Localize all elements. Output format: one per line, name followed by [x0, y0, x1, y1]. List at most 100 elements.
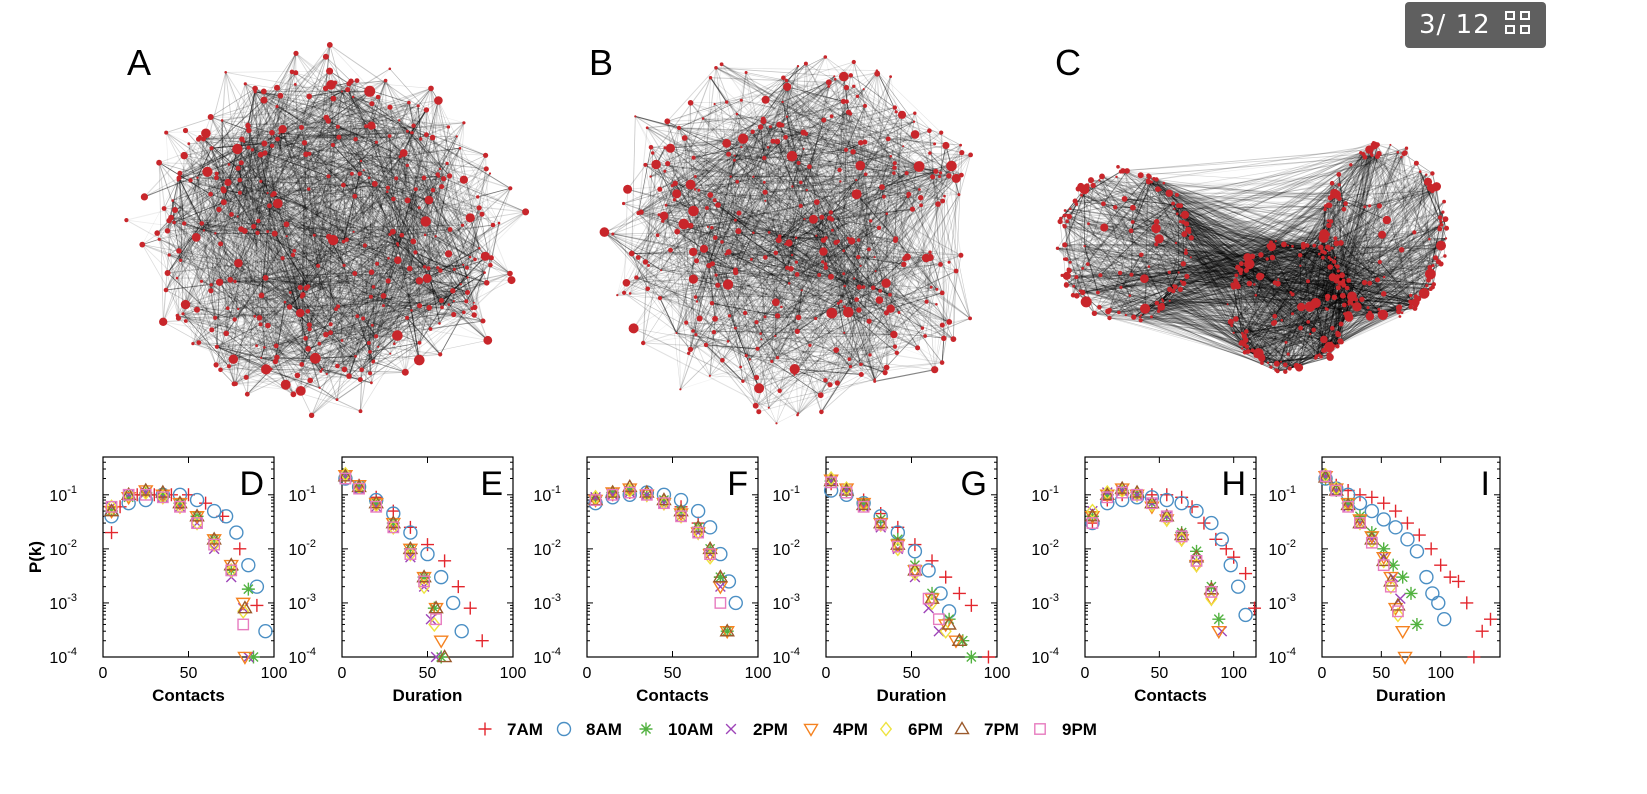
network-edge	[307, 285, 468, 293]
network-edge	[230, 177, 370, 281]
network-node	[919, 203, 923, 208]
network-edge	[174, 209, 398, 336]
network-node	[843, 331, 846, 334]
network-edge	[413, 125, 439, 268]
network-node	[214, 344, 219, 349]
network-edge	[207, 145, 273, 173]
network-edge	[307, 109, 427, 287]
network-edge	[372, 268, 410, 326]
network-node	[352, 230, 355, 233]
network-node	[290, 252, 296, 258]
network-node	[405, 315, 410, 320]
network-node	[464, 265, 469, 270]
network-node	[918, 188, 921, 191]
network-edge	[408, 102, 434, 191]
network-node	[377, 345, 380, 348]
network-edge	[157, 232, 307, 289]
network-node	[164, 130, 169, 135]
network-node	[464, 299, 469, 304]
network-node	[687, 100, 694, 106]
network-node	[923, 334, 927, 338]
network-edge	[292, 117, 327, 256]
network-node	[709, 301, 715, 306]
network-edge	[368, 342, 371, 374]
network-node	[164, 228, 171, 234]
network-edge	[216, 335, 398, 348]
network-node	[191, 233, 201, 242]
network-edge	[267, 129, 283, 232]
network-node	[714, 204, 717, 207]
network-node	[695, 300, 699, 303]
network-node	[943, 194, 946, 198]
network-node	[260, 88, 267, 95]
network-node	[372, 125, 376, 129]
network-node	[915, 345, 921, 351]
network-node	[647, 264, 650, 267]
network-edge	[383, 137, 434, 297]
network-edge	[211, 148, 309, 312]
network-edge	[492, 188, 511, 226]
network-node	[224, 178, 232, 186]
network-node	[599, 227, 610, 237]
network-node	[848, 73, 853, 78]
network-node	[713, 235, 718, 240]
network-edge	[269, 205, 454, 302]
network-node	[939, 130, 944, 135]
network-node	[417, 206, 421, 210]
network-edge	[401, 224, 494, 236]
network-node	[465, 290, 470, 295]
network-node	[892, 161, 897, 166]
network-node	[874, 270, 877, 273]
network-edge	[398, 120, 441, 170]
network-node	[826, 307, 838, 319]
network-edge	[254, 91, 348, 241]
network-edge	[177, 175, 329, 316]
network-edge	[185, 72, 297, 305]
network-node	[367, 176, 371, 180]
network-node	[139, 241, 146, 248]
network-edge	[337, 126, 343, 341]
network-node	[706, 225, 710, 228]
network-node	[285, 235, 288, 238]
network-node	[767, 231, 771, 234]
network-node	[455, 135, 458, 138]
network-node	[649, 175, 652, 178]
network-node	[335, 398, 339, 401]
network-node	[451, 311, 457, 318]
network-node	[359, 367, 365, 373]
network-edge	[326, 308, 473, 375]
network-node	[256, 315, 263, 321]
network-edge	[383, 100, 439, 296]
network-edges	[126, 44, 526, 416]
network-node	[817, 273, 822, 277]
network-node	[715, 282, 721, 288]
network-node	[739, 365, 742, 369]
network-node	[798, 203, 803, 208]
network-node	[711, 330, 717, 335]
network-node	[848, 112, 853, 116]
network-node	[306, 322, 312, 328]
network-node	[172, 220, 176, 225]
network-edge	[348, 356, 357, 377]
network-node	[243, 82, 247, 86]
network-node	[362, 169, 365, 172]
network-node	[830, 228, 834, 232]
network-edge	[368, 177, 384, 306]
network-node	[385, 278, 391, 284]
network-node	[876, 225, 882, 230]
network-edge	[313, 80, 358, 236]
network-edge	[216, 177, 268, 194]
network-node	[385, 185, 390, 190]
network-node	[416, 104, 420, 108]
network-node	[307, 377, 314, 384]
network-node	[275, 136, 280, 142]
network-node	[793, 373, 796, 376]
network-node	[326, 42, 333, 48]
network-node	[691, 329, 695, 333]
network-node	[687, 346, 694, 352]
network-node	[328, 234, 339, 246]
network-edge	[481, 155, 486, 215]
network-node	[713, 102, 716, 106]
network-node	[354, 354, 357, 358]
network-node	[829, 114, 834, 119]
